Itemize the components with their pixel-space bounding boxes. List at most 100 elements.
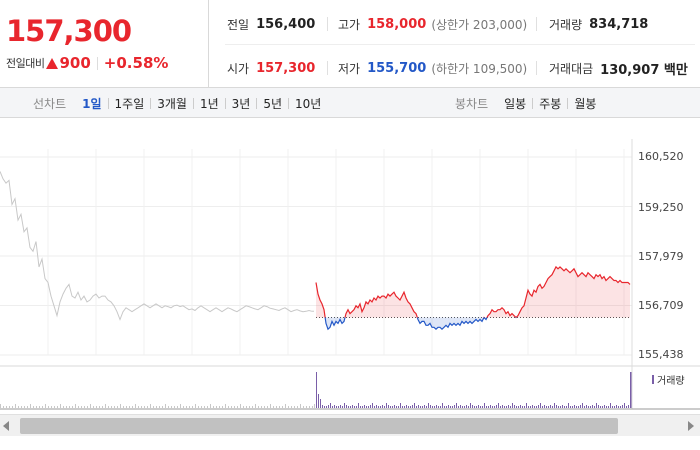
volume-bar: [620, 406, 621, 408]
volume-bar: [324, 406, 325, 408]
volume-bar: [448, 405, 449, 408]
volume-bar: [440, 406, 441, 408]
volume-bar: [484, 403, 485, 408]
volume-bar: [394, 405, 395, 408]
volume-bar: [374, 406, 375, 408]
volume-bar: [624, 403, 625, 408]
candle-weekly[interactable]: 주봉: [539, 96, 562, 111]
volume-bar: [416, 406, 417, 408]
chart-scrollbar[interactable]: [0, 414, 700, 436]
volume-bar: [258, 406, 259, 408]
volume-bar: [408, 406, 409, 408]
volume-bar: [520, 405, 521, 408]
volume-bar: [570, 406, 571, 408]
price-chart[interactable]: 160,520 159,250 157,979 156,709 155,438 …: [0, 119, 700, 415]
high-label: 고가: [338, 17, 361, 32]
volume-bar: [482, 406, 483, 408]
volume-bar: [608, 406, 609, 408]
volume-bar: [72, 406, 73, 408]
period-1d[interactable]: 1일: [82, 96, 102, 111]
prev-close-value: 156,400: [256, 16, 316, 32]
volume-bar: [138, 406, 139, 408]
candle-monthly[interactable]: 월봉: [574, 96, 597, 111]
volume-bar: [502, 405, 503, 408]
volume-bar: [159, 406, 160, 408]
quote-row-divider: [225, 44, 695, 45]
volume-bar: [309, 406, 310, 408]
volume-bar: [622, 405, 623, 408]
volume-bar: [478, 405, 479, 408]
volume-bar: [444, 406, 445, 408]
volume-bar: [204, 406, 205, 408]
volume-bar: [458, 406, 459, 408]
volume: 거래량 834,718: [549, 14, 648, 34]
volume-bar: [39, 406, 40, 408]
volume-bar: [370, 405, 371, 408]
volume-bar: [628, 405, 629, 408]
volume-bar: [426, 406, 427, 408]
volume-bar: [512, 403, 513, 408]
volume-bar: [612, 406, 613, 408]
period-10y[interactable]: 10년: [295, 96, 322, 111]
volume-bar: [174, 406, 175, 408]
volume-label: 거래량: [549, 17, 583, 32]
volume-bar: [276, 406, 277, 408]
volume-bar: [69, 406, 70, 408]
prev-session-line: [0, 171, 314, 321]
quote-divider: [536, 61, 537, 75]
scroll-right-icon[interactable]: [688, 421, 694, 431]
volume-bar: [3, 406, 4, 408]
volume-bar: [396, 406, 397, 408]
volume-bar: [270, 404, 271, 408]
volume-bar: [542, 406, 543, 408]
volume-bar: [267, 406, 268, 408]
scroll-thumb[interactable]: [20, 418, 618, 434]
volume-bar: [522, 406, 523, 408]
period-1y[interactable]: 1년: [199, 96, 219, 111]
volume-bar: [578, 406, 579, 408]
amount-label: 거래대금: [549, 61, 594, 76]
volume-bar: [524, 406, 525, 408]
volume-bar: [604, 405, 605, 408]
volume-bar: [472, 405, 473, 408]
volume-bar: [252, 406, 253, 408]
volume-bar: [294, 406, 295, 408]
volume-bar: [326, 406, 327, 408]
volume-bar: [438, 406, 439, 408]
scroll-left-icon[interactable]: [3, 421, 9, 431]
line-chart-label: 선차트: [33, 96, 67, 111]
volume-bar: [201, 406, 202, 408]
volume-bar: [222, 406, 223, 408]
up-triangle-icon: [46, 57, 59, 69]
high-value: 158,000: [367, 16, 427, 32]
candle-daily[interactable]: 일봉: [504, 96, 527, 111]
volume-bar: [564, 406, 565, 408]
volume-bar: [54, 406, 55, 408]
volume-bar: [410, 406, 411, 408]
volume-bar: [322, 405, 323, 408]
volume-bar: [340, 405, 341, 408]
period-3y[interactable]: 3년: [231, 96, 251, 111]
current-price: 157,300: [6, 14, 132, 48]
volume-bar: [598, 405, 599, 408]
volume-bar: [210, 404, 211, 408]
volume-bar: [528, 406, 529, 408]
period-3m[interactable]: 3개월: [157, 96, 187, 111]
volume-bar: [120, 404, 121, 408]
open-label: 시가: [227, 61, 250, 76]
volume-bar: [490, 405, 491, 408]
volume-bar: [368, 406, 369, 408]
volume-bar: [57, 406, 58, 408]
volume-bar: [538, 405, 539, 408]
volume-bar: [618, 406, 619, 408]
period-5y[interactable]: 5년: [263, 96, 283, 111]
period-1w[interactable]: 1주일: [114, 96, 145, 111]
volume-bar: [406, 405, 407, 408]
volume-bar: [336, 406, 337, 408]
low-value: 155,700: [367, 60, 427, 76]
open-value: 157,300: [256, 60, 316, 76]
volume-bar: [177, 406, 178, 408]
volume-bar: [412, 405, 413, 408]
volume-bar: [510, 406, 511, 408]
volume-bar: [492, 406, 493, 408]
